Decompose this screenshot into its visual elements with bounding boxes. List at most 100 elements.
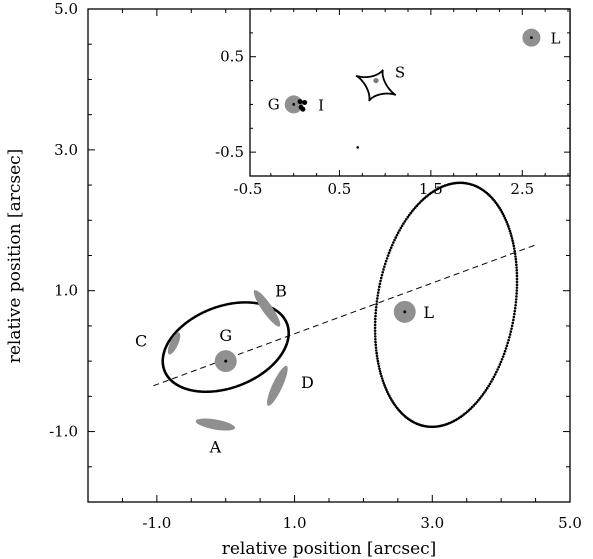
critical-curve-point	[374, 337, 377, 341]
critical-curve-point	[396, 231, 400, 235]
critical-curve-point	[373, 329, 377, 332]
critical-curve-point	[406, 215, 410, 219]
critical-curve-point	[412, 208, 415, 211]
critical-curve-point	[373, 323, 377, 327]
inset-tick-labels: -0.5 0.5 1.5 2.5 -0.5 0.5	[215, 48, 534, 198]
inset-galaxy-center	[292, 103, 296, 106]
critical-curve-point	[498, 363, 502, 366]
critical-curve-point	[515, 274, 519, 278]
critical-curve-point	[493, 373, 497, 376]
inset-x-tick-label: 1.5	[419, 180, 443, 198]
critical-curve-point	[420, 199, 423, 203]
critical-curve-point	[512, 318, 515, 322]
critical-curve-point	[511, 239, 514, 243]
critical-curve-point	[387, 251, 391, 255]
galaxy-label: G	[219, 326, 232, 345]
critical-curve-point	[509, 330, 513, 333]
critical-curve-point	[515, 289, 519, 292]
critical-curve-point	[487, 384, 490, 388]
inset-image-position	[302, 100, 308, 106]
critical-curve-point	[374, 314, 377, 318]
critical-curve-point	[512, 244, 516, 248]
critical-curve-point	[481, 393, 485, 396]
inset-x-tick-label: -0.5	[234, 180, 263, 198]
critical-curve-point	[375, 303, 378, 306]
main-x-tick-label: -1.0	[142, 514, 171, 532]
critical-curve-point	[385, 390, 389, 394]
lensed-images: A B C D	[135, 281, 314, 456]
critical-curve-point	[508, 333, 512, 336]
critical-curve-point	[513, 249, 517, 253]
critical-curve-point	[374, 311, 377, 315]
critical-curve-point	[490, 380, 493, 383]
critical-curve-point	[513, 312, 516, 316]
critical-curve-point	[507, 225, 510, 228]
critical-curve-point	[376, 297, 379, 300]
critical-curve-point	[380, 377, 384, 380]
critical-curve-point	[501, 355, 505, 358]
critical-curve-point	[467, 182, 470, 186]
critical-curve-point	[386, 254, 390, 257]
critical-curve-point	[515, 269, 519, 272]
critical-curve-point	[510, 324, 514, 328]
critical-curve-point	[376, 294, 380, 297]
critical-curve-point	[393, 238, 396, 242]
critical-curve-point	[511, 321, 515, 325]
critical-curve-point	[500, 210, 504, 214]
critical-curve-point	[513, 252, 517, 256]
critical-curve-point	[402, 222, 405, 225]
critical-curve-point	[383, 262, 387, 266]
critical-curve-point	[377, 362, 380, 365]
main-y-tick-label: 5.0	[54, 0, 78, 18]
critical-curve-point	[514, 298, 518, 301]
critical-curve-point	[491, 377, 494, 381]
critical-curve-point	[378, 282, 382, 286]
critical-curve-point	[384, 259, 388, 263]
inset-image-label: I	[318, 96, 324, 114]
critical-curve-point	[383, 384, 386, 387]
critical-curve-point	[495, 370, 498, 374]
main-x-tick-label: 5.0	[558, 514, 582, 532]
critical-curve-point	[417, 202, 420, 206]
critical-curve-point	[407, 213, 411, 217]
critical-curve-point	[515, 292, 518, 295]
critical-curve-point	[374, 349, 378, 352]
critical-curve-point	[510, 327, 513, 330]
critical-curve-point	[376, 291, 380, 294]
inset-source	[373, 77, 379, 84]
critical-curve-point	[387, 394, 391, 398]
critical-curve-point	[508, 229, 512, 233]
critical-curve-point	[378, 367, 381, 371]
critical-curve-point	[515, 280, 519, 284]
main-x-tick-label: 1.0	[283, 514, 307, 532]
critical-curve-point	[377, 288, 381, 291]
critical-curve-point	[505, 344, 509, 348]
critical-curve-point	[483, 391, 486, 394]
critical-curve-point	[378, 369, 382, 373]
galaxy-center	[224, 359, 228, 363]
inset-y-tick-label: -0.5	[215, 143, 244, 161]
critical-curve-point	[377, 364, 381, 368]
critical-curve-point	[374, 305, 378, 309]
critical-curve-point	[403, 220, 407, 223]
critical-curve-point	[508, 335, 511, 339]
lensed-image-label: B	[275, 281, 287, 300]
critical-curve-point	[505, 220, 508, 224]
inset-image-position	[297, 99, 303, 105]
critical-curve-point	[488, 382, 492, 386]
critical-curve-point	[500, 357, 504, 361]
critical-curve-point	[390, 243, 394, 247]
critical-curve-point	[381, 379, 385, 383]
galaxy-center	[403, 310, 407, 314]
critical-curve-point	[379, 279, 382, 283]
inset-content: G L I S	[268, 28, 560, 149]
critical-curve-point	[469, 407, 472, 410]
critical-curve-point	[378, 285, 381, 289]
critical-curve-point	[380, 273, 384, 277]
inset-caustic	[355, 69, 397, 102]
critical-curve-point	[502, 352, 506, 356]
critical-curve-point	[485, 386, 489, 390]
inset-galaxy-label: L	[550, 30, 560, 48]
critical-curve-point	[385, 388, 388, 391]
